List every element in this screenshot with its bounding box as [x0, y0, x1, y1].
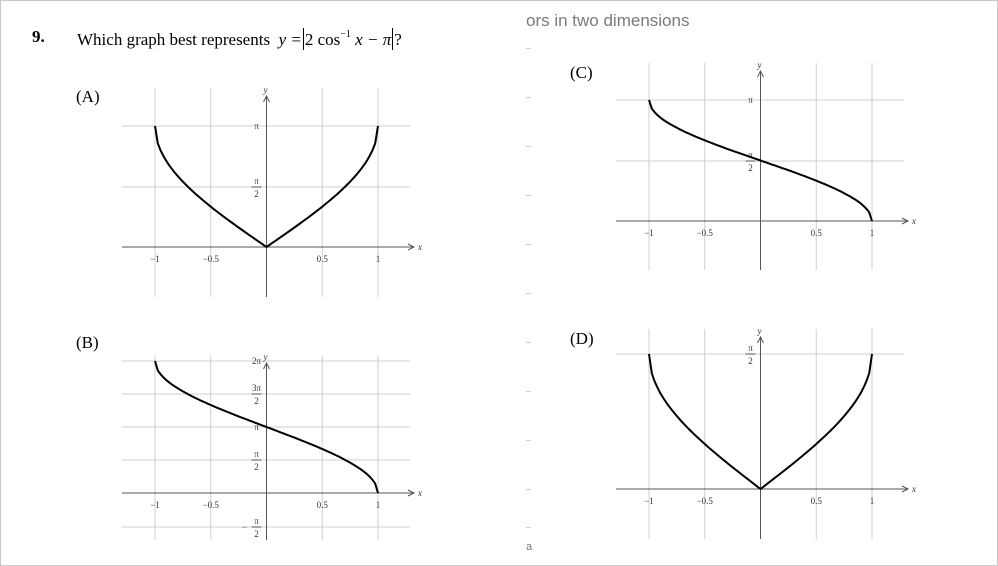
background-heading: ors in two dimensions: [526, 11, 690, 30]
curve-series: [154, 360, 379, 494]
x-tick-label: 1: [870, 228, 875, 238]
y-tick-label-num: π: [254, 176, 259, 186]
y-tick-label-den: 2: [254, 462, 259, 472]
y-tick-label-den: 2: [748, 163, 753, 173]
y-tick-label-den: 2: [254, 396, 259, 406]
x-axis-label: x: [911, 216, 916, 226]
x-tick-label: 1: [376, 254, 381, 264]
x-tick-label: 0.5: [811, 496, 823, 506]
background-ruler: [526, 40, 534, 540]
x-axis-arrow: [901, 217, 910, 225]
option-label-b[interactable]: (B): [76, 333, 99, 352]
formula-arg: x − π: [350, 30, 392, 49]
formula-end: ?: [394, 30, 402, 49]
option-label-c[interactable]: (C): [570, 63, 593, 82]
question-prompt: Which graph best represents: [77, 30, 271, 49]
question-number: 9.: [32, 27, 45, 46]
y-tick-label-den: 2: [748, 356, 753, 366]
y-axis-label: y: [757, 326, 762, 336]
x-axis-label: x: [417, 242, 422, 252]
y-axis-arrow: [263, 94, 270, 103]
y-tick-label-num: 3π: [252, 383, 262, 393]
y-axis-arrow: [757, 335, 764, 344]
y-axis-label: y: [263, 352, 268, 362]
x-tick-label: −1: [150, 500, 160, 510]
option-label-d[interactable]: (D): [570, 329, 594, 348]
y-tick-label-num: π: [748, 343, 753, 353]
y-tick-label: π: [254, 121, 259, 131]
formula-coef: 2 cos: [304, 30, 341, 49]
curve-series: [648, 353, 873, 491]
x-tick-label: 1: [376, 500, 381, 510]
x-tick-label: 1: [870, 496, 875, 506]
x-tick-label: 0.5: [317, 500, 329, 510]
x-tick-label: −0.5: [697, 228, 714, 238]
abs-bar-right: [392, 28, 394, 50]
x-tick-label: −0.5: [203, 254, 220, 264]
y-tick-label-num: π: [748, 150, 753, 160]
question-text: Which graph best represents y = 2 cos−1 x…: [77, 28, 402, 50]
formula-exponent: −1: [340, 29, 351, 40]
y-tick-label-num: π: [254, 516, 259, 526]
x-tick-label: −1: [644, 228, 654, 238]
y-tick-label-num: π: [254, 449, 259, 459]
x-axis-arrow: [407, 243, 416, 251]
x-tick-label: −1: [150, 254, 160, 264]
question-formula: y = 2 cos−1 x − π: [278, 28, 395, 50]
y-axis-arrow: [263, 361, 270, 370]
y-tick-label: π: [254, 422, 259, 432]
x-tick-label: 0.5: [811, 228, 823, 238]
formula-lhs: y =: [278, 30, 302, 49]
option-label-a[interactable]: (A): [76, 87, 100, 106]
x-axis-label: x: [911, 484, 916, 494]
y-axis-arrow: [757, 69, 764, 78]
y-axis-label: y: [263, 85, 268, 95]
x-tick-label: −0.5: [203, 500, 220, 510]
x-tick-label: −0.5: [697, 496, 714, 506]
y-tick-label-sign: −: [242, 522, 247, 532]
y-tick-label-den: 2: [254, 189, 259, 199]
y-tick-label-den: 2: [254, 529, 259, 539]
y-axis-label: y: [757, 60, 762, 70]
x-axis-arrow: [901, 485, 910, 493]
abs-bar-left: [302, 28, 304, 50]
curve-series: [648, 99, 873, 222]
x-tick-label: −1: [644, 496, 654, 506]
curve-series: [154, 125, 379, 249]
x-axis-arrow: [407, 489, 416, 497]
y-tick-label: π: [748, 95, 753, 105]
x-axis-label: x: [417, 488, 422, 498]
x-tick-label: 0.5: [317, 254, 329, 264]
y-tick-label: 2π: [252, 356, 262, 366]
background-footer: a: [526, 541, 533, 553]
